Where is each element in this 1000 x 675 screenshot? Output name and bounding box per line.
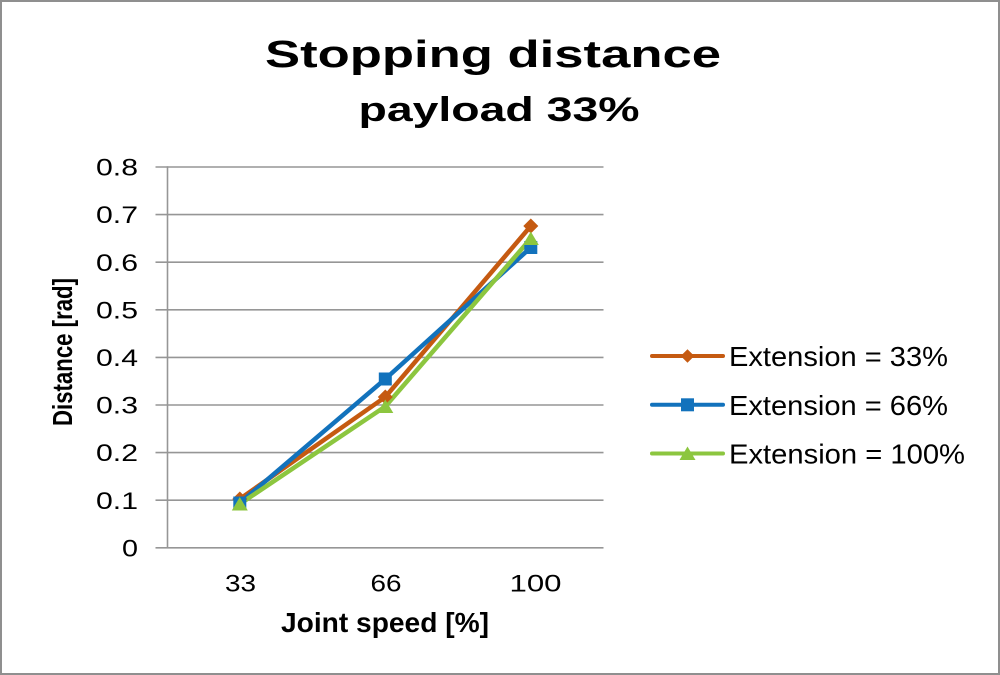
svg-text:Extension = 100%: Extension = 100% [729,439,965,470]
svg-text:0.4: 0.4 [96,345,138,372]
svg-text:Joint speed [%]: Joint speed [%] [281,607,489,638]
svg-text:0.2: 0.2 [96,440,138,467]
svg-text:0.5: 0.5 [96,297,138,324]
svg-text:Extension = 33%: Extension = 33% [729,341,948,372]
svg-text:Stopping distance: Stopping distance [265,34,721,76]
svg-text:Distance [rad]: Distance [rad] [47,278,78,426]
svg-text:0.6: 0.6 [96,250,138,277]
svg-text:payload 33%: payload 33% [359,91,640,129]
svg-text:Extension = 66%: Extension = 66% [729,390,948,421]
svg-text:0.1: 0.1 [96,488,138,515]
svg-text:33: 33 [225,571,256,598]
svg-text:0: 0 [122,535,138,562]
svg-text:100: 100 [510,571,562,598]
svg-text:66: 66 [371,571,402,598]
svg-text:0.3: 0.3 [96,393,138,420]
svg-text:0.7: 0.7 [96,202,138,229]
svg-text:0.8: 0.8 [96,155,138,182]
